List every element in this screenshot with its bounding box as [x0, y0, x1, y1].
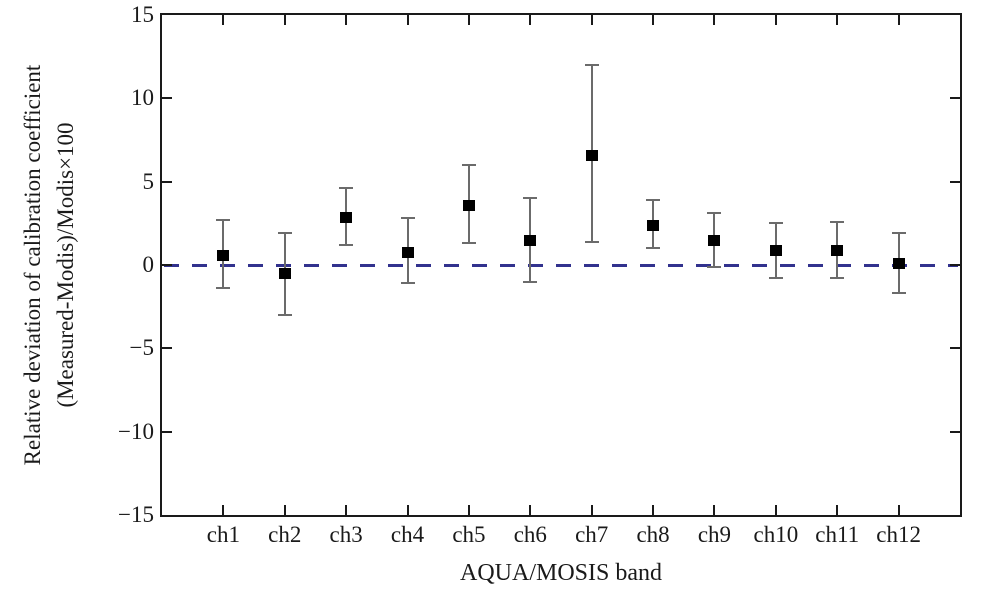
x-tick-top: [713, 15, 716, 25]
y-tick-right: [950, 97, 960, 100]
y-tick-label: 0: [142, 252, 155, 277]
data-point: [708, 235, 721, 246]
x-tick-top: [590, 15, 593, 25]
x-tick-label: ch1: [206, 522, 240, 547]
error-bar-cap-bottom: [768, 277, 783, 280]
y-tick-right: [950, 180, 960, 183]
x-tick-bottom: [345, 505, 348, 515]
error-bar-cap-top: [830, 220, 845, 223]
y-axis-title-line2: (Measured-Modis)/Modis×100: [53, 122, 78, 408]
error-bar-cap-top: [584, 64, 599, 66]
y-tick-label: −10: [118, 418, 154, 444]
x-tick-top: [467, 15, 470, 25]
y-tick-label: −5: [129, 335, 154, 361]
y-tick-label: 15: [131, 2, 154, 27]
x-tick-label: ch5: [452, 522, 486, 547]
x-tick-bottom: [713, 505, 716, 515]
x-tick-top: [529, 15, 532, 25]
x-tick-label: ch11: [815, 522, 860, 547]
x-tick-label: ch9: [697, 522, 732, 547]
x-tick-top: [897, 15, 900, 25]
x-tick-bottom: [283, 505, 286, 515]
data-point: [585, 150, 598, 161]
y-tick-right: [950, 430, 960, 433]
error-bar-cap-top: [216, 219, 231, 221]
y-tick-left: [162, 347, 172, 350]
error-bar-cap-bottom: [461, 242, 476, 245]
error-bar-cap-top: [339, 187, 354, 190]
zero-reference-line: [164, 263, 958, 267]
x-tick-top: [406, 15, 409, 25]
error-bar-cap-bottom: [646, 247, 661, 250]
x-tick-label: ch10: [753, 522, 799, 547]
x-tick-label: ch2: [268, 522, 302, 547]
x-tick-bottom: [652, 505, 655, 515]
y-tick-right: [950, 347, 960, 350]
x-axis-title: AQUA/MOSIS band: [459, 560, 662, 586]
x-tick-top: [283, 15, 286, 25]
x-tick-top: [222, 15, 225, 25]
error-bar-cap-bottom: [216, 287, 231, 290]
error-bar-cap-top: [707, 212, 722, 215]
data-point: [892, 258, 905, 270]
error-bar-cap-bottom: [891, 292, 906, 295]
error-bar-cap-top: [891, 232, 906, 235]
error-bar-cap-bottom: [277, 314, 292, 316]
x-tick-label: ch3: [329, 522, 363, 547]
error-bar-cap-top: [523, 197, 538, 200]
data-point: [278, 268, 291, 280]
x-tick-top: [836, 15, 839, 25]
data-point: [217, 250, 230, 261]
x-tick-bottom: [529, 505, 532, 515]
error-bar-cap-bottom: [584, 240, 599, 243]
x-tick-bottom: [836, 505, 839, 515]
error-bar-cap-bottom: [339, 244, 354, 246]
error-bar-cap-top: [277, 232, 292, 235]
y-tick-right: [950, 264, 960, 266]
error-bar-cap-top: [400, 217, 415, 220]
data-point: [401, 246, 414, 258]
y-tick-label: −15: [118, 502, 154, 527]
x-tick-bottom: [467, 505, 470, 515]
data-point: [647, 220, 660, 231]
x-tick-label: ch6: [513, 522, 547, 547]
x-tick-bottom: [222, 505, 225, 515]
x-tick-bottom: [774, 505, 777, 515]
y-axis-title-line1: Relative deviation of calibration coeffi…: [20, 64, 45, 466]
x-tick-label: ch4: [390, 522, 425, 547]
y-tick-left: [162, 430, 172, 433]
x-tick-label: ch7: [575, 522, 609, 547]
error-bar-cap-top: [461, 164, 476, 166]
error-bar-cap-bottom: [707, 265, 722, 268]
y-tick-left: [162, 180, 172, 183]
data-point: [524, 235, 537, 246]
error-bar-cap-top: [646, 199, 661, 201]
x-tick-bottom: [897, 505, 900, 515]
data-point: [831, 245, 844, 256]
x-tick-label: ch12: [876, 522, 921, 547]
error-bar-cap-bottom: [400, 282, 415, 285]
y-tick-left: [162, 97, 172, 100]
data-point: [462, 200, 475, 211]
error-bar-cap-bottom: [830, 277, 845, 280]
x-tick-bottom: [590, 505, 593, 515]
x-tick-bottom: [406, 505, 409, 515]
y-tick-label: 5: [142, 168, 155, 194]
error-bar-cap-top: [768, 222, 783, 225]
x-tick-top: [345, 15, 348, 25]
data-point: [340, 211, 353, 223]
x-tick-label: ch8: [636, 522, 670, 547]
y-tick-left: [162, 264, 172, 266]
x-tick-top: [774, 15, 777, 25]
x-tick-top: [652, 15, 655, 25]
error-bar-cap-bottom: [523, 280, 538, 283]
y-tick-label: 10: [131, 85, 154, 111]
data-point: [769, 245, 782, 256]
